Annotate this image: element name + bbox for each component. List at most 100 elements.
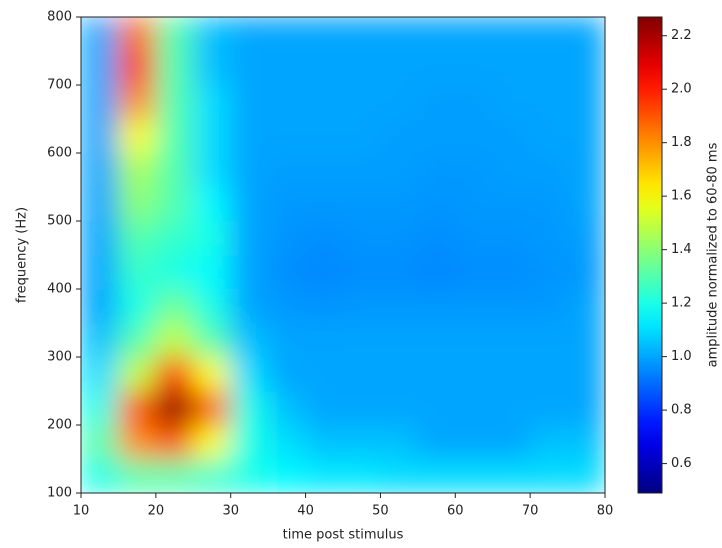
heatmap-cell: [267, 390, 307, 426]
heatmap-cell: [192, 186, 232, 222]
y-tick-label: 600: [47, 146, 72, 161]
heatmap-cell: [155, 50, 194, 86]
heatmap-cell: [567, 424, 605, 460]
heatmap-cell: [305, 118, 344, 154]
plot-frame: [80, 16, 606, 494]
heatmap-cell: [454, 390, 494, 426]
heatmap: [81, 17, 605, 493]
heatmap-cell: [567, 458, 605, 493]
heatmap-cell: [454, 152, 494, 188]
heatmap-cell: [192, 458, 232, 493]
heatmap-cell: [379, 118, 419, 154]
heatmap-cell: [81, 186, 119, 222]
heatmap-cell: [529, 288, 569, 324]
heatmap-cell: [417, 458, 456, 493]
heatmap-cell: [81, 17, 119, 52]
colorbar-tick-label: 1.4: [671, 242, 692, 257]
heatmap-cell: [492, 390, 531, 426]
colorbar-tick-label: 0.8: [671, 403, 692, 418]
heatmap-cell: [305, 254, 344, 290]
heatmap-cell: [454, 322, 494, 358]
heatmap-cell: [192, 254, 232, 290]
heatmap-cell: [379, 288, 419, 324]
heatmap-cell: [230, 390, 269, 426]
heatmap-cell: [267, 186, 307, 222]
heatmap-cell: [379, 17, 419, 52]
heatmap-cell: [230, 118, 269, 154]
heatmap-cell: [567, 356, 605, 392]
heatmap-cell: [267, 50, 307, 86]
heatmap-cell: [81, 220, 119, 256]
heatmap-cell: [117, 186, 157, 222]
heatmap-cell: [454, 288, 494, 324]
heatmap-cell: [454, 254, 494, 290]
x-tick-label: 50: [372, 504, 389, 519]
heatmap-cell: [267, 424, 307, 460]
heatmap-cell: [117, 118, 157, 154]
heatmap-cell: [567, 186, 605, 222]
heatmap-cell: [230, 424, 269, 460]
heatmap-cell: [155, 220, 194, 256]
heatmap-cell: [117, 84, 157, 120]
heatmap-cell: [342, 458, 381, 493]
heatmap-cell: [230, 356, 269, 392]
heatmap-cell: [342, 152, 381, 188]
heatmap-cell: [454, 118, 494, 154]
heatmap-cell: [417, 84, 456, 120]
heatmap-cell: [379, 322, 419, 358]
heatmap-cell: [267, 288, 307, 324]
heatmap-cell: [192, 118, 232, 154]
heatmap-cell: [267, 254, 307, 290]
heatmap-cell: [342, 390, 381, 426]
heatmap-cell: [117, 50, 157, 86]
heatmap-cell: [81, 458, 119, 493]
heatmap-cell: [529, 118, 569, 154]
heatmap-cell: [342, 118, 381, 154]
heatmap-cell: [417, 152, 456, 188]
colorbar-tick-label: 1.6: [671, 189, 692, 204]
heatmap-cell: [117, 288, 157, 324]
heatmap-cell: [117, 424, 157, 460]
heatmap-cell: [567, 152, 605, 188]
heatmap-cell: [305, 50, 344, 86]
heatmap-cell: [155, 322, 194, 358]
heatmap-cell: [305, 17, 344, 52]
heatmap-cell: [342, 254, 381, 290]
heatmap-cell: [305, 322, 344, 358]
heatmap-cell: [230, 254, 269, 290]
heatmap-cell: [117, 356, 157, 392]
heatmap-cell: [492, 458, 531, 493]
heatmap-cell: [454, 84, 494, 120]
heatmap-cell: [417, 390, 456, 426]
heatmap-cell: [192, 390, 232, 426]
y-tick-label: 300: [47, 350, 72, 365]
heatmap-cell: [379, 390, 419, 426]
heatmap-cell: [529, 152, 569, 188]
heatmap-cell: [529, 390, 569, 426]
heatmap-cell: [230, 458, 269, 493]
heatmap-cell: [192, 220, 232, 256]
heatmap-cell: [417, 322, 456, 358]
heatmap-cell: [155, 356, 194, 392]
heatmap-cell: [417, 424, 456, 460]
heatmap-cell: [492, 322, 531, 358]
heatmap-cell: [117, 322, 157, 358]
heatmap-cell: [492, 118, 531, 154]
heatmap-cell: [192, 356, 232, 392]
heatmap-cell: [417, 254, 456, 290]
y-tick-label: 500: [47, 214, 72, 229]
heatmap-cell: [230, 186, 269, 222]
heatmap-cell: [379, 254, 419, 290]
colorbar-tick-label: 1.8: [671, 135, 692, 150]
heatmap-cell: [267, 118, 307, 154]
heatmap-cell: [155, 17, 194, 52]
heatmap-cell: [155, 288, 194, 324]
heatmap-cell: [117, 390, 157, 426]
heatmap-cell: [417, 288, 456, 324]
heatmap-cell: [305, 356, 344, 392]
heatmap-cell: [454, 50, 494, 86]
heatmap-cell: [230, 220, 269, 256]
heatmap-cell: [417, 220, 456, 256]
heatmap-cell: [342, 17, 381, 52]
heatmap-cell: [117, 17, 157, 52]
